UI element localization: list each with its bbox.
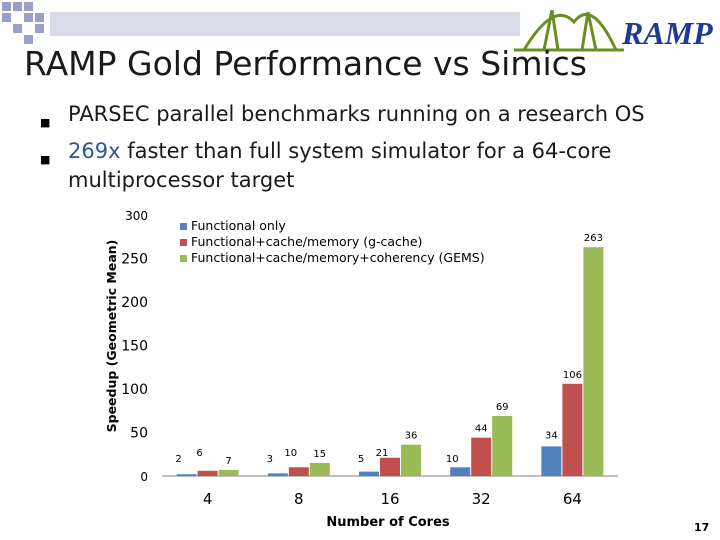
bullet-text: PARSEC parallel benchmarks running on a …: [68, 102, 645, 126]
data-label: 15: [313, 449, 326, 460]
bar: [267, 473, 288, 476]
data-label: 34: [545, 430, 558, 441]
data-label: 36: [405, 431, 418, 442]
x-axis-label: Number of Cores: [326, 515, 450, 530]
legend-label: Functional+cache/memory+coherency (GEMS): [191, 250, 485, 265]
data-label: 44: [475, 424, 488, 435]
data-label: 3: [267, 454, 273, 465]
logo-text: RAMP: [621, 15, 713, 51]
bar: [492, 415, 513, 476]
bullet-item: ■ 269x faster than full system simulator…: [40, 137, 700, 195]
data-label: 5: [358, 454, 364, 465]
bar: [450, 467, 471, 476]
bar: [309, 462, 330, 476]
bar: [176, 474, 197, 476]
y-tick-label: 200: [121, 295, 148, 311]
data-label: 69: [496, 402, 509, 413]
bar: [218, 469, 239, 476]
x-tick-label: 64: [563, 490, 582, 508]
bar: [583, 247, 604, 476]
legend-label: Functional only: [191, 218, 286, 233]
page-number: 17: [694, 521, 710, 534]
bullet-text: 269x faster than full system simulator f…: [68, 137, 700, 195]
data-label: 10: [284, 448, 297, 459]
slide-title: RAMP Gold Performance vs Simics: [24, 44, 587, 83]
bar: [197, 470, 218, 476]
y-tick-label: 150: [121, 339, 148, 355]
bar: [359, 471, 379, 476]
header-squares: [2, 2, 44, 44]
bar: [471, 437, 492, 476]
y-tick-label: 250: [121, 252, 148, 268]
data-label: 7: [225, 456, 231, 467]
x-tick-label: 32: [472, 490, 491, 508]
bullet-text-rest: faster than full system simulator for a …: [68, 139, 612, 192]
header-bar: [50, 12, 520, 36]
legend-swatch: [180, 239, 187, 246]
bar: [288, 467, 309, 476]
bar: [401, 444, 421, 476]
x-tick-label: 4: [203, 490, 213, 508]
bridge-icon: [514, 9, 624, 52]
data-label: 6: [196, 448, 202, 459]
bar: [562, 383, 583, 476]
data-label: 10: [446, 454, 459, 465]
square-bullet-icon: ■: [40, 116, 51, 129]
data-label: 2: [175, 454, 181, 465]
bullet-list: ■ PARSEC parallel benchmarks running on …: [40, 100, 700, 195]
square-bullet-icon: ■: [40, 153, 51, 166]
data-label: 21: [376, 448, 389, 459]
y-tick-label: 100: [121, 382, 148, 398]
y-tick-label: 50: [130, 426, 148, 442]
header-decoration: [2, 2, 520, 44]
data-label: 106: [563, 370, 582, 381]
y-axis-label: Speedup (Geometric Mean): [104, 240, 119, 433]
legend-label: Functional+cache/memory (g-cache): [191, 234, 422, 249]
y-tick-label: 300: [125, 209, 148, 223]
legend-swatch: [180, 255, 187, 262]
data-label: 263: [584, 233, 603, 244]
ramp-logo: RAMP: [514, 9, 713, 52]
legend-swatch: [180, 223, 187, 230]
bullet-item: ■ PARSEC parallel benchmarks running on …: [40, 100, 700, 137]
x-tick-label: 8: [294, 490, 304, 508]
bar: [380, 457, 400, 476]
x-tick-label: 16: [380, 490, 399, 508]
bar: [541, 446, 562, 476]
y-tick-label: 0: [140, 470, 148, 484]
speedup-highlight: 269x: [68, 139, 121, 163]
